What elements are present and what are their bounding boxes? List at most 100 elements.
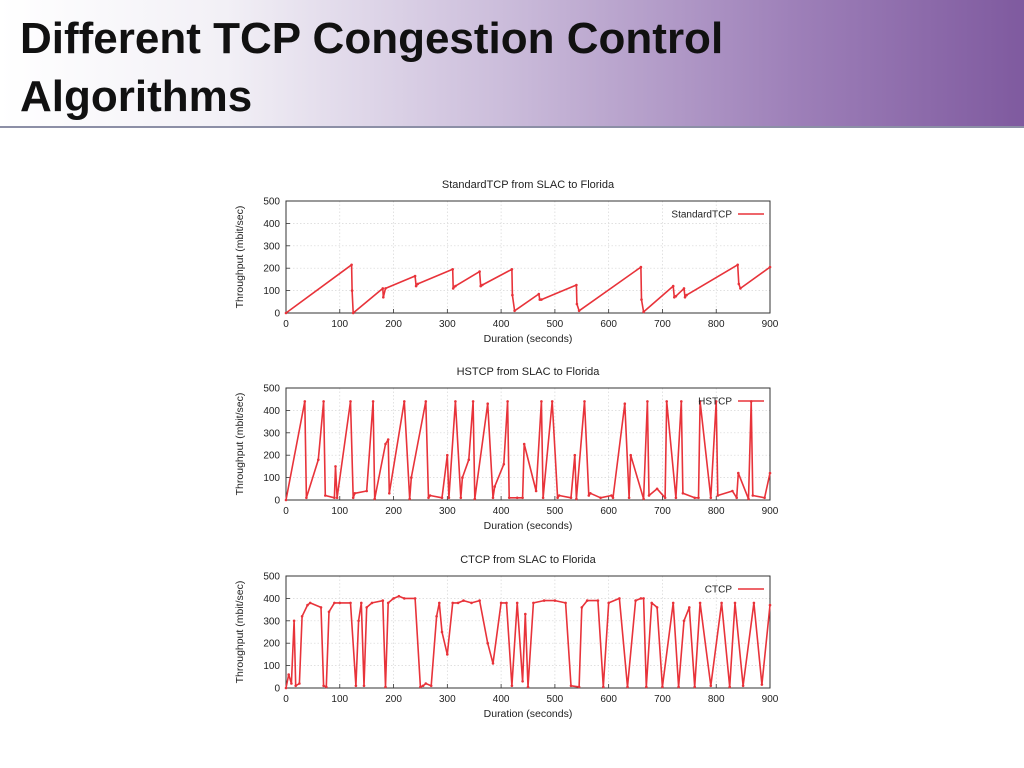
hstcp-data-point	[427, 496, 430, 500]
hstcp-data-point	[303, 400, 307, 403]
standardtcp-y-axis-label: Throughput (mbit/sec)	[234, 206, 246, 309]
hstcp-data-point	[655, 487, 659, 491]
hstcp-data-point	[522, 442, 526, 446]
ctcp-data-point	[322, 684, 325, 688]
hstcp-data-point	[408, 497, 411, 501]
standardtcp-data-point	[384, 287, 387, 290]
hstcp-data-point	[471, 400, 475, 403]
ctcp-legend-label: CTCP	[705, 585, 733, 596]
hstcp-series-line	[285, 400, 771, 501]
standardtcp-chart-title: StandardTCP from SLAC to Florida	[442, 179, 615, 191]
hstcp-y-tick-label: 500	[263, 384, 280, 395]
standardtcp-series-line	[285, 264, 771, 314]
hstcp-data-point	[575, 497, 578, 501]
standardtcp-data-point	[351, 311, 355, 315]
hstcp-x-tick-label: 0	[283, 506, 289, 517]
hstcp-data-point	[454, 400, 457, 403]
ctcp-data-point	[300, 615, 304, 618]
standardtcp-data-point	[639, 265, 643, 269]
ctcp-x-tick-label: 0	[283, 694, 289, 705]
standardtcp-data-point	[513, 309, 516, 313]
ctcp-data-point	[370, 601, 374, 605]
hstcp-data-point	[506, 400, 509, 403]
ctcp-x-tick-label: 400	[493, 694, 510, 705]
hstcp-data-point	[716, 494, 720, 497]
slide-title-bar: Different TCP Congestion Control Algorit…	[0, 0, 1024, 128]
ctcp-data-point	[294, 684, 297, 688]
hstcp-data-point	[611, 496, 615, 500]
ctcp-data-point	[292, 619, 296, 623]
ctcp-data-point	[655, 606, 659, 609]
ctcp-data-point	[671, 601, 675, 605]
hstcp-data-point	[333, 496, 336, 500]
ctcp-data-point	[698, 601, 702, 605]
hstcp-y-tick-label: 400	[263, 406, 280, 417]
ctcp-data-point	[298, 682, 301, 685]
slide-title: Different TCP Congestion Control Algorit…	[20, 10, 920, 126]
hstcp-data-point	[540, 400, 543, 403]
standardtcp-y-tick-label: 300	[263, 241, 280, 252]
hstcp-data-point	[424, 400, 428, 403]
hstcp-plot-frame	[285, 387, 771, 501]
ctcp-data-point	[354, 684, 358, 688]
standardtcp-x-tick-label: 0	[283, 319, 289, 330]
ctcp-data-point	[306, 603, 309, 607]
standardtcp-data-point	[284, 311, 288, 315]
hstcp-data-point	[459, 496, 463, 500]
hstcp-data-point	[583, 400, 586, 403]
hstcp-data-point	[473, 497, 477, 501]
standardtcp-y-tick-label: 100	[263, 286, 280, 297]
ctcp-data-point	[386, 601, 390, 605]
hstcp-x-tick-label: 100	[331, 506, 348, 517]
ctcp-data-point	[456, 601, 460, 605]
standardtcp-x-tick-label: 800	[708, 319, 725, 330]
standardtcp-data-point	[381, 287, 385, 290]
ctcp-data-point	[553, 599, 557, 602]
ctcp-data-point	[741, 684, 745, 688]
hstcp-data-point	[737, 471, 740, 475]
ctcp-x-tick-label: 300	[439, 694, 456, 705]
standardtcp-data-point	[739, 287, 742, 290]
ctcp-data-point	[333, 601, 336, 605]
ctcp-data-point	[365, 606, 368, 609]
ctcp-data-point	[397, 594, 401, 598]
hstcp-data-point	[491, 496, 495, 500]
ctcp-data-point	[760, 683, 764, 686]
standardtcp-data-point	[674, 294, 678, 298]
ctcp-data-point	[440, 630, 444, 634]
ctcp-data-point	[634, 599, 637, 602]
standardtcp-data-point	[451, 287, 455, 290]
standardtcp-data-point	[671, 284, 675, 288]
hstcp-data-point	[493, 485, 497, 488]
standardtcp-legend-label: StandardTCP	[671, 210, 732, 221]
ctcp-data-point	[499, 601, 503, 605]
ctcp-data-point	[421, 684, 425, 688]
ctcp-data-point	[510, 684, 514, 688]
hstcp-data-point	[322, 400, 325, 403]
standardtcp-x-axis-label: Duration (seconds)	[484, 333, 573, 345]
ctcp-data-point	[521, 680, 524, 683]
hstcp-data-point	[502, 462, 506, 466]
ctcp-y-tick-label: 0	[274, 684, 280, 695]
ctcp-data-point	[392, 597, 395, 600]
hstcp-y-tick-label: 0	[274, 496, 280, 507]
standardtcp-plot-frame	[285, 200, 771, 314]
ctcp-data-point	[709, 684, 713, 688]
hstcp-data-point	[663, 496, 667, 500]
hstcp-data-point	[384, 442, 387, 446]
ctcp-data-point	[768, 603, 772, 607]
hstcp-data-point	[541, 496, 545, 500]
hstcp-data-point	[627, 496, 631, 500]
ctcp-data-point	[462, 599, 465, 602]
ctcp-data-point	[693, 685, 696, 689]
standardtcp-x-tick-label: 100	[331, 319, 348, 330]
ctcp-data-point	[429, 684, 433, 688]
standardtcp-data-point	[577, 309, 581, 313]
hstcp-x-tick-label: 200	[385, 506, 402, 517]
ctcp-data-point	[688, 606, 691, 609]
hstcp-data-point	[768, 471, 772, 475]
hstcp-data-point	[610, 494, 613, 497]
ctcp-data-point	[596, 599, 600, 602]
hstcp-chart-title: HSTCP from SLAC to Florida	[457, 366, 601, 378]
hstcp-x-axis-label: Duration (seconds)	[484, 520, 573, 532]
